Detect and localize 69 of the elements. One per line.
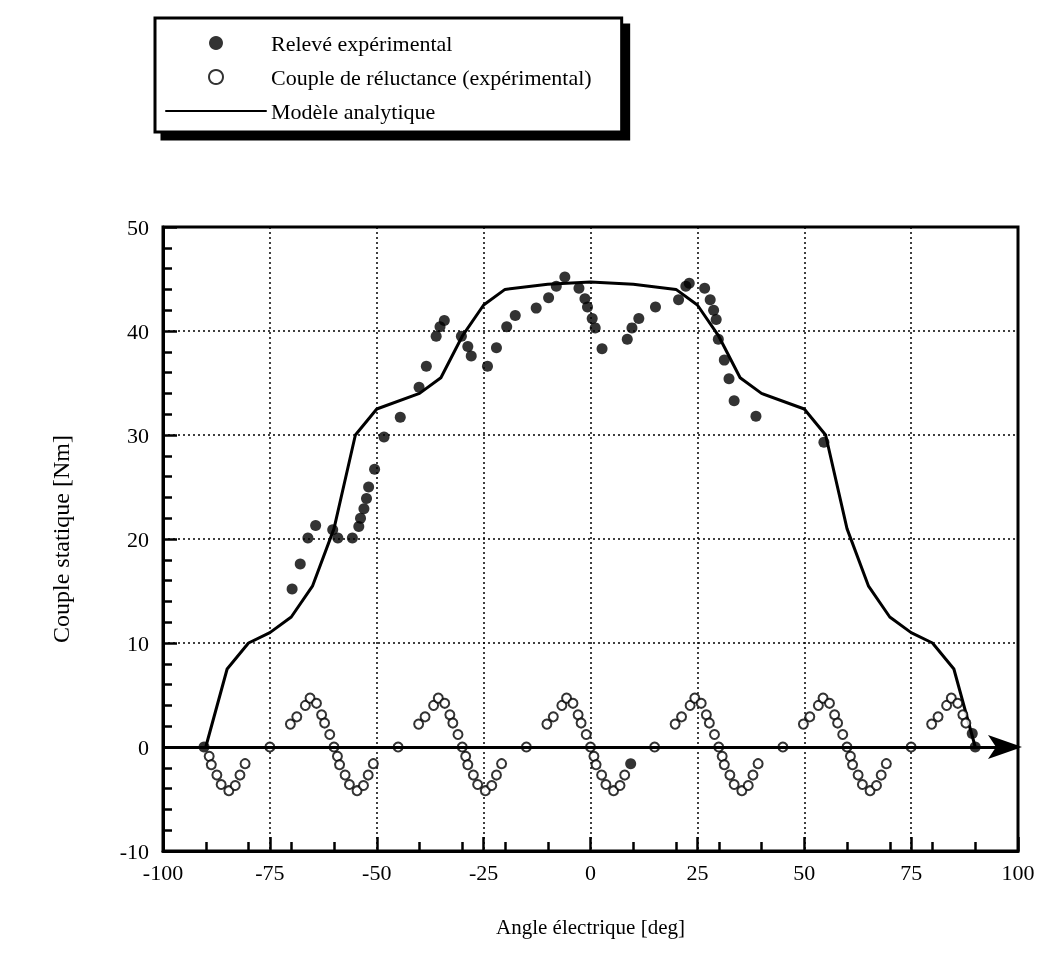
point (673, 294, 685, 306)
x-tick-label: 100 (1001, 859, 1035, 885)
point (712, 333, 724, 345)
point (718, 354, 730, 366)
point (728, 395, 740, 407)
point (750, 410, 762, 422)
point (501, 321, 513, 333)
point (582, 301, 594, 313)
point (509, 309, 521, 321)
y-tick-label: 50 (127, 214, 149, 240)
point (708, 304, 720, 316)
point (394, 411, 406, 423)
y-tick-label: 40 (127, 318, 149, 344)
point (699, 282, 711, 294)
point (346, 532, 358, 544)
legend-label: Relevé expérimental (271, 30, 453, 56)
y-tick-label: 20 (127, 526, 149, 552)
x-tick-label: 25 (686, 859, 709, 885)
point (589, 322, 601, 334)
point (704, 294, 716, 306)
point (649, 301, 661, 313)
point (413, 381, 425, 393)
point (550, 280, 562, 292)
point (332, 532, 344, 544)
y-axis-title: Couple statique [Nm] (48, 435, 74, 643)
x-tick-label: -50 (362, 859, 392, 885)
y-tick-label: 0 (138, 734, 149, 760)
point (327, 524, 339, 536)
point (438, 315, 450, 327)
point (710, 314, 722, 326)
point (966, 727, 978, 739)
point (363, 481, 375, 493)
point (586, 313, 598, 325)
point (625, 758, 637, 770)
x-tick-label: 75 (900, 859, 923, 885)
point (462, 341, 474, 353)
x-tick-label: -25 (468, 859, 499, 885)
point (358, 503, 370, 515)
x-tick-label: 0 (585, 859, 596, 885)
point (355, 512, 367, 524)
point (378, 431, 390, 443)
point (455, 330, 467, 342)
point (310, 519, 322, 531)
legend-label: Modèle analytique (271, 98, 436, 124)
point (294, 558, 306, 570)
point (530, 302, 542, 314)
point (626, 322, 638, 334)
point (430, 330, 442, 342)
point (361, 492, 372, 504)
point (481, 360, 493, 372)
y-tick-label: 10 (127, 630, 149, 656)
point (818, 436, 830, 448)
point (596, 343, 608, 355)
legend-label: Couple de réluctance (expérimental) (271, 64, 592, 90)
point (465, 350, 477, 362)
point (420, 360, 432, 372)
x-axis-title: Angle électrique [deg] (496, 914, 685, 939)
point (543, 292, 555, 304)
point (723, 373, 735, 385)
point (559, 271, 571, 283)
y-tick-label: 30 (127, 422, 149, 448)
x-tick-label: 50 (793, 859, 816, 885)
point (369, 463, 381, 475)
point (633, 313, 645, 325)
point (286, 583, 298, 595)
x-tick-label: -75 (255, 859, 285, 885)
point (621, 333, 633, 345)
point (302, 532, 314, 544)
point (490, 342, 502, 354)
